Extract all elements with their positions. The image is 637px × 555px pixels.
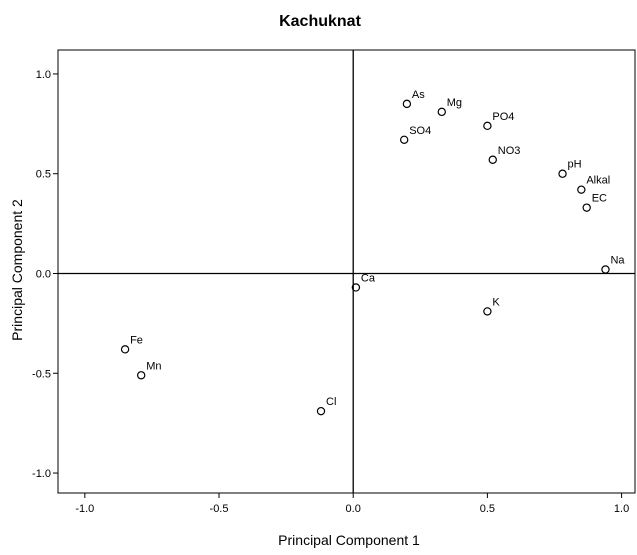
data-point-cl — [316, 406, 326, 416]
data-label-ph: pH — [568, 159, 582, 171]
data-point-as — [402, 99, 412, 109]
data-label-mg: Mg — [447, 97, 462, 109]
data-point-ca — [351, 283, 361, 292]
data-label-cl: Cl — [326, 396, 336, 408]
plot-area-frame — [57, 49, 636, 494]
data-point-so4 — [400, 135, 409, 144]
x-tick-label: 0.5 — [480, 503, 495, 515]
data-label-alkal: Alkal — [586, 175, 610, 187]
x-axis-label: Principal Component 1 — [278, 532, 420, 548]
data-point-mn — [136, 371, 146, 380]
data-label-so4: SO4 — [409, 125, 431, 137]
y-axis-label: Principal Component 2 — [9, 199, 25, 341]
data-label-po4: PO4 — [492, 111, 514, 123]
data-label-fe: Fe — [130, 334, 143, 346]
chart-title: Kachuknat — [279, 13, 361, 30]
x-tick-label: 1.0 — [614, 503, 629, 515]
data-point-na — [601, 265, 610, 274]
y-tick-label: 0.5 — [36, 169, 51, 181]
y-tick-label: 0.0 — [36, 268, 51, 280]
data-point-fe — [120, 345, 130, 354]
y-tick-label: -0.5 — [32, 368, 51, 380]
data-point-alkal — [577, 185, 586, 194]
x-axis-ticks: -1.0 -0.5 0.0 0.5 1.0 — [75, 493, 629, 515]
data-label-mn: Mn — [146, 360, 161, 372]
data-point-no3 — [488, 155, 497, 164]
data-label-as: As — [412, 89, 425, 101]
x-tick-label: -0.5 — [210, 503, 229, 515]
data-point-po4 — [483, 121, 492, 131]
data-label-k: K — [492, 296, 500, 308]
data-point-k — [483, 307, 492, 316]
data-label-no3: NO3 — [498, 145, 521, 157]
y-tick-label: 1.0 — [36, 69, 51, 81]
data-label-na: Na — [610, 255, 625, 267]
data-point-mg — [437, 107, 446, 117]
reference-lines — [58, 50, 635, 493]
data-points: As Mg PO4 SO4 NO3 pH Alkal EC Na Ca K Fe Mn Cl — [120, 89, 625, 416]
y-tick-label: -1.0 — [32, 468, 51, 480]
data-point-ec — [582, 203, 591, 212]
x-tick-label: -1.0 — [75, 503, 94, 515]
data-label-ec: EC — [592, 193, 607, 205]
x-tick-label: 0.0 — [346, 503, 361, 515]
y-axis-ticks: 1.0 0.5 0.0 -0.5 -1.0 — [32, 69, 58, 480]
data-point-ph — [558, 169, 567, 178]
data-label-ca: Ca — [361, 272, 376, 284]
